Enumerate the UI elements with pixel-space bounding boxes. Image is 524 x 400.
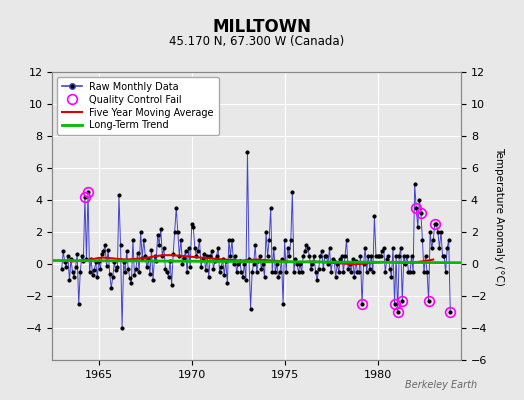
Text: 45.170 N, 67.300 W (Canada): 45.170 N, 67.300 W (Canada) — [169, 34, 344, 48]
Text: MILLTOWN: MILLTOWN — [213, 18, 311, 36]
Text: Berkeley Earth: Berkeley Earth — [405, 380, 477, 390]
Legend: Raw Monthly Data, Quality Control Fail, Five Year Moving Average, Long-Term Tren: Raw Monthly Data, Quality Control Fail, … — [57, 77, 219, 135]
Y-axis label: Temperature Anomaly (°C): Temperature Anomaly (°C) — [494, 146, 504, 286]
